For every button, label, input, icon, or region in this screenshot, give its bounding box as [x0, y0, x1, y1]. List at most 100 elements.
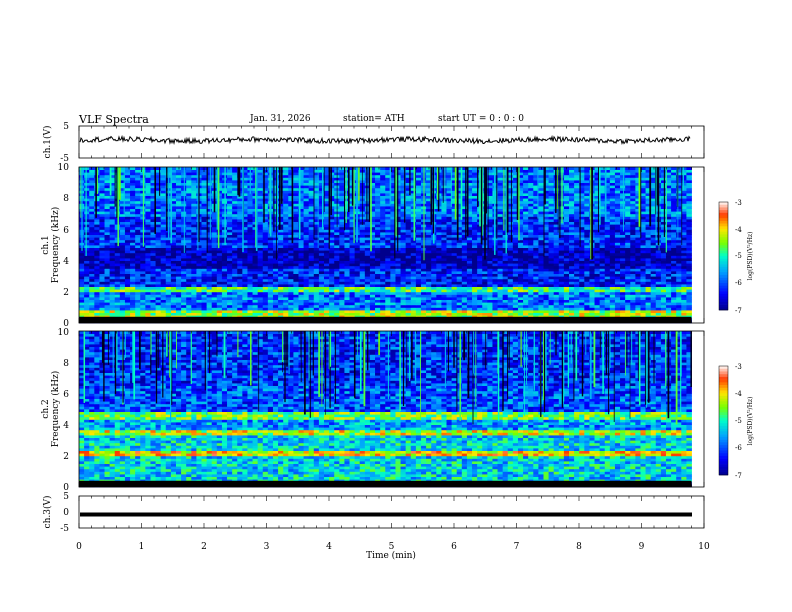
spectrogram-cell — [267, 286, 274, 290]
spectrogram-cell — [569, 219, 575, 222]
spectrogram-cell — [630, 258, 636, 261]
spectrogram-cell — [574, 258, 580, 261]
spectrogram-cell — [109, 265, 116, 269]
spectrogram-cell — [170, 237, 177, 241]
spectrogram-cell — [625, 310, 631, 313]
spectrogram-cell — [635, 258, 641, 261]
spectrogram-cell — [257, 297, 264, 300]
spectrogram-cell — [278, 255, 284, 259]
spectrogram-cell — [681, 307, 687, 311]
spectrogram-cell — [558, 245, 565, 248]
spectrogram-cell — [354, 304, 361, 308]
spectrogram-cell — [635, 310, 641, 313]
spectrogram-cell — [604, 286, 611, 290]
spectrogram-cell — [604, 229, 611, 233]
spectrogram-cell — [446, 281, 452, 285]
spectrogram-cell — [395, 297, 401, 300]
spectrogram-cell — [344, 289, 350, 293]
spectrogram-cell — [512, 302, 519, 306]
spectrogram-cell — [99, 221, 105, 225]
spectrogram-cell — [242, 221, 248, 225]
spectrogram-cell — [502, 258, 509, 261]
spectrogram-cell — [671, 237, 677, 241]
spectrogram-cell — [375, 268, 381, 272]
spectrogram-cell — [507, 281, 514, 285]
spectrogram-cell — [487, 252, 493, 256]
spectrogram-cell — [119, 239, 126, 243]
spectrogram-cell — [620, 289, 626, 293]
spectrogram-cell — [579, 245, 585, 248]
spectrogram-cell — [119, 284, 126, 287]
spectrogram-cell — [517, 291, 524, 295]
spectrogram-cell — [645, 221, 652, 225]
spectrogram-cell — [135, 242, 141, 246]
spectrogram-cell — [349, 284, 356, 287]
spectrogram-cell — [502, 302, 509, 306]
spectrogram-cell — [329, 216, 335, 220]
spectrogram-cell — [206, 242, 213, 246]
spectrogram-cell — [456, 284, 463, 287]
spectrogram-cell — [579, 263, 585, 267]
spectrogram-cell — [344, 219, 350, 222]
spectrogram-cell — [354, 271, 361, 274]
spectrogram-cell — [614, 224, 621, 228]
spectrogram-cell — [655, 271, 662, 274]
spectrogram-cell — [614, 304, 621, 308]
spectrogram-cell — [257, 265, 264, 269]
spectrogram-cell — [400, 221, 407, 225]
spectrogram-cell — [609, 310, 616, 313]
spectrogram-cell — [130, 294, 136, 298]
spectrogram-cell — [671, 276, 677, 280]
spectrogram-cell — [349, 258, 356, 261]
spectrogram-cell — [599, 284, 606, 287]
spectrogram-cell — [288, 310, 294, 313]
spectrogram-cell — [150, 229, 156, 233]
spectrogram-cell — [293, 221, 299, 225]
spectrogram-cell — [676, 291, 682, 295]
spectrogram-cell — [267, 276, 274, 280]
spectrogram-cell — [232, 237, 238, 241]
spectrogram-cell — [420, 291, 427, 295]
spectrogram-cell — [334, 260, 340, 264]
spectrogram-cell — [344, 226, 350, 230]
spectrogram-cell — [533, 304, 539, 308]
spectrogram-cell — [650, 276, 657, 280]
spectrogram-cell — [114, 284, 121, 287]
spectrogram-cell — [400, 239, 407, 243]
spectrogram-cell — [630, 307, 636, 311]
spectrogram-cell — [502, 271, 509, 274]
spectrogram-cell — [584, 302, 590, 306]
spectrogram-cell — [303, 226, 310, 230]
spectrogram-cell — [589, 286, 595, 290]
spectrogram-cell — [237, 224, 243, 228]
spectrogram-cell — [584, 255, 590, 259]
spectrogram-cell — [89, 247, 95, 251]
spectrogram-cell — [155, 312, 162, 316]
spectrogram-cell — [594, 286, 601, 290]
spectrogram-cell — [665, 234, 672, 238]
spectrogram-cell — [507, 224, 514, 228]
spectrogram-cell — [625, 302, 631, 306]
spectrogram-cell — [329, 224, 335, 228]
spectrogram-cell — [272, 302, 279, 306]
spectrogram-cell — [257, 289, 264, 293]
spectrogram-cell — [160, 315, 167, 319]
spectrogram-cell — [257, 268, 264, 272]
spectrogram-cell — [405, 284, 412, 287]
spectrogram-cell — [645, 245, 652, 248]
spectrogram-cell — [681, 255, 687, 259]
spectrogram-cell — [104, 276, 111, 280]
spectrogram-cell — [318, 265, 325, 269]
spectrogram-cell — [257, 229, 264, 233]
spectrogram-cell — [288, 307, 294, 311]
spectrogram-cell — [308, 286, 315, 290]
spectrogram-cell — [150, 219, 156, 222]
spectrogram-cell — [436, 213, 442, 217]
spectrogram-cell — [308, 232, 315, 235]
spectrogram-cell — [308, 219, 315, 222]
spectrogram-cell — [497, 273, 504, 277]
spectrogram-cell — [660, 258, 667, 261]
spectrogram-cell — [609, 278, 616, 282]
spectrogram-cell — [94, 234, 100, 238]
spectrogram-cell — [385, 232, 391, 235]
